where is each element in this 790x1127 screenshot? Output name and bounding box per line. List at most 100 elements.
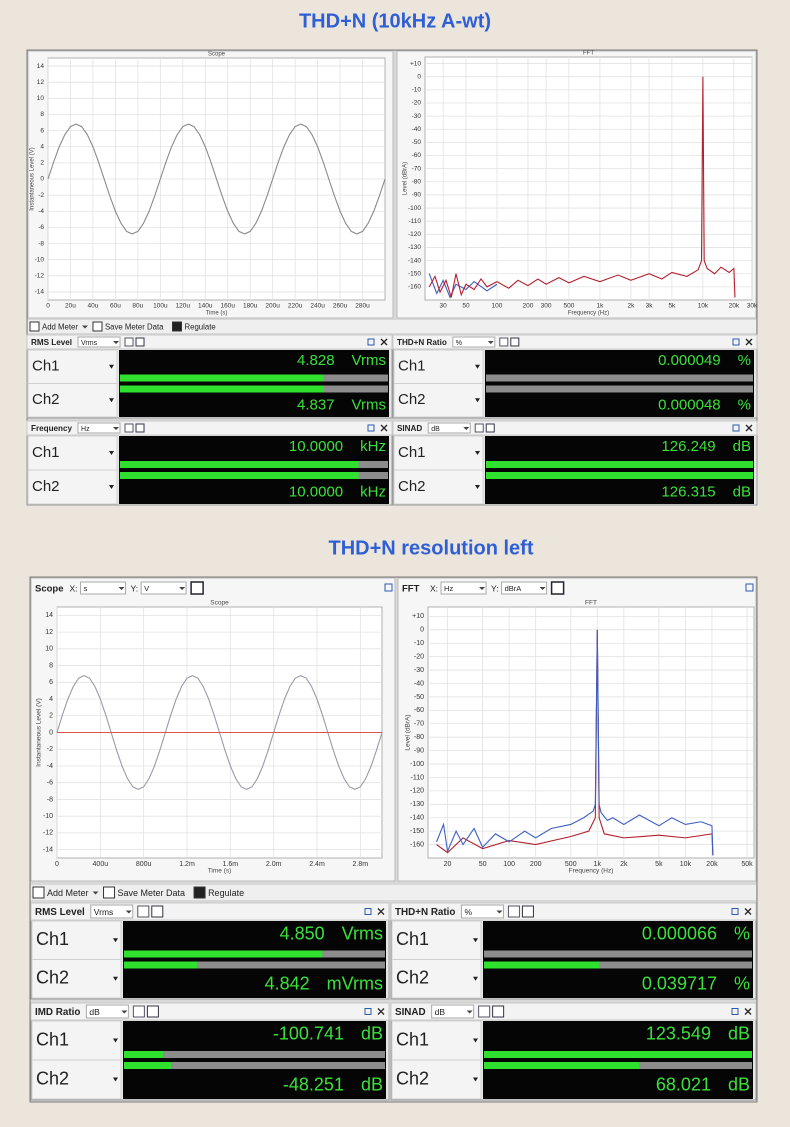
channel-dropdown[interactable] [475,451,480,455]
y-tick-label: -80 [412,179,422,186]
meter-icon[interactable] [124,337,134,347]
channel-dropdown[interactable] [473,976,478,981]
channel-dropdown[interactable] [475,398,480,403]
channel-dropdown[interactable] [475,485,480,489]
channel-dropdown[interactable] [473,938,478,943]
x-tick-label: 100u [153,303,168,310]
meter-icon[interactable] [499,337,509,347]
unit-select[interactable] [77,422,121,434]
value-unit: kHz [360,484,386,501]
y-tick-label: 6 [49,679,53,686]
meter-icon[interactable] [146,1005,159,1018]
popout-icon[interactable] [731,1008,739,1015]
unit-select[interactable] [431,1004,475,1019]
toolbar-button[interactable]: Add Meter [47,888,89,898]
meter-icon[interactable] [485,423,495,433]
y-tick-label: -110 [408,218,421,225]
popout-icon[interactable] [367,338,375,346]
popout-icon[interactable] [732,338,740,346]
popout-icon[interactable] [367,424,375,432]
popout-icon[interactable] [731,908,739,915]
axis-unit: Hz [444,584,453,593]
meter-icon[interactable] [124,423,134,433]
meter-icon[interactable] [510,337,520,347]
popout-icon[interactable] [745,583,754,592]
unit-select[interactable] [90,904,134,919]
close-icon[interactable] [744,1008,752,1015]
axis-unit: s [84,584,88,593]
toolbar-button[interactable]: Save Meter Data [118,888,186,898]
settings-icon[interactable] [550,581,565,595]
toolbar-icon[interactable] [103,886,116,899]
meter-icon[interactable] [151,905,164,918]
popout-icon[interactable] [384,583,393,592]
channel-dropdown[interactable] [113,1077,118,1082]
channel-dropdown[interactable] [109,485,114,489]
popout-icon[interactable] [732,424,740,432]
popout-icon[interactable] [364,908,372,915]
meter-icon[interactable] [137,905,150,918]
meter-icon[interactable] [507,905,520,918]
y-tick-label: -30 [414,667,424,674]
meter-value: -48.251 [283,1074,344,1094]
meter-icon[interactable] [492,1005,505,1018]
channel-dropdown[interactable] [113,976,118,981]
meter-icon[interactable] [132,1005,145,1018]
unit-select[interactable] [77,336,121,348]
display [485,350,754,417]
channel-dropdown[interactable] [113,938,118,943]
meter-icon[interactable] [521,905,534,918]
x-tick-label: 2.4m [309,861,325,868]
axis-unit-select[interactable] [440,581,487,595]
toolbar-button[interactable]: Save Meter Data [105,323,164,332]
x-tick-label: 800u [136,861,152,868]
value-unit: Vrms [352,397,386,414]
toolbar-button[interactable]: Regulate [185,323,216,332]
y-tick-label: -40 [414,680,424,687]
toolbar-button[interactable]: Add Meter [42,323,78,332]
channel-dropdown[interactable] [473,1038,478,1043]
toolbar-icon[interactable] [29,321,40,332]
close-icon[interactable] [380,424,388,432]
toolbar-icon[interactable] [92,321,103,332]
level-bar-track [486,385,753,393]
meter-icon[interactable] [135,337,145,347]
level-bar-track [484,950,752,958]
toolbar-icon[interactable] [193,886,206,899]
close-icon[interactable] [377,908,385,915]
meter-title: THD+N Ratio [395,907,455,918]
channel-dropdown[interactable] [109,451,114,455]
y-tick-label: 0 [417,73,421,80]
unit-select[interactable] [427,422,471,434]
close-icon[interactable] [377,1008,385,1015]
unit-select[interactable] [460,904,504,919]
popout-icon[interactable] [364,1008,372,1015]
level-bar [124,1051,164,1058]
close-icon[interactable] [745,338,753,346]
close-icon[interactable] [745,424,753,432]
channel-cell [391,1059,482,1100]
axis-unit-select[interactable] [140,581,187,595]
toolbar-icon[interactable] [172,321,182,332]
unit-select[interactable] [452,336,496,348]
channel-dropdown[interactable] [109,364,114,369]
meter-icon[interactable] [474,423,484,433]
meter-icon[interactable] [478,1005,491,1018]
meter-title: SINAD [395,1007,426,1018]
channel-dropdown[interactable] [109,398,114,403]
channel-dropdown[interactable] [113,1038,118,1043]
axis-unit-select[interactable] [501,581,548,595]
meter-icon[interactable] [135,423,145,433]
channel-name: Ch1 [396,1029,429,1049]
channel-dropdown[interactable] [473,1077,478,1082]
y-tick-label: -120 [408,231,421,238]
axis-unit-select[interactable] [80,581,127,595]
y-tick-label: 0 [49,729,53,736]
unit-select[interactable] [85,1004,129,1019]
toolbar-icon[interactable] [32,886,45,899]
toolbar-button[interactable]: Regulate [208,888,244,898]
settings-icon[interactable] [190,581,204,595]
close-icon[interactable] [744,908,752,915]
close-icon[interactable] [380,338,388,346]
channel-dropdown[interactable] [475,364,480,369]
